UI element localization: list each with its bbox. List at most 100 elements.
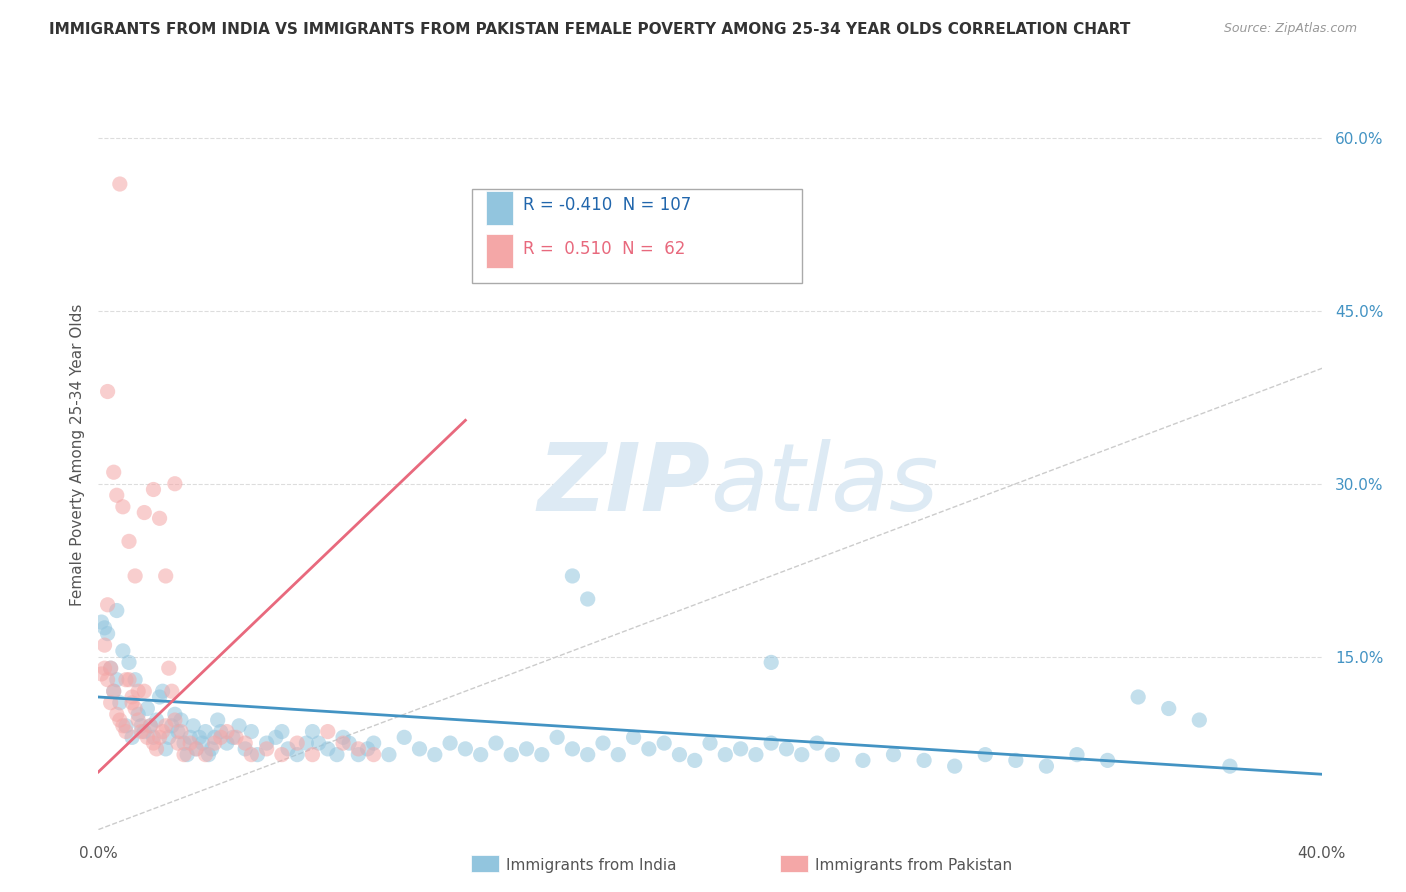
Point xyxy=(974,747,997,762)
Point xyxy=(108,696,131,710)
Point xyxy=(149,690,172,704)
Point xyxy=(546,731,568,745)
Point xyxy=(222,731,245,745)
Point xyxy=(194,724,217,739)
Point xyxy=(209,724,232,739)
Point xyxy=(806,736,828,750)
Point xyxy=(277,742,299,756)
Point xyxy=(90,615,112,629)
Point xyxy=(326,747,349,762)
Point xyxy=(1128,690,1150,704)
Point xyxy=(561,742,583,756)
Point xyxy=(149,731,172,745)
Y-axis label: Female Poverty Among 25-34 Year Olds: Female Poverty Among 25-34 Year Olds xyxy=(69,304,84,606)
Point xyxy=(285,736,308,750)
Point xyxy=(152,684,174,698)
Point xyxy=(204,736,226,750)
Point xyxy=(139,719,162,733)
Point xyxy=(157,661,180,675)
Point xyxy=(127,684,149,698)
Point xyxy=(157,731,180,745)
Point xyxy=(270,747,292,762)
Text: IMMIGRANTS FROM INDIA VS IMMIGRANTS FROM PAKISTAN FEMALE POVERTY AMONG 25-34 YEA: IMMIGRANTS FROM INDIA VS IMMIGRANTS FROM… xyxy=(49,22,1130,37)
Point xyxy=(470,747,492,762)
Point xyxy=(378,747,401,762)
Point xyxy=(111,500,134,514)
Point xyxy=(637,742,661,756)
Point xyxy=(163,707,186,722)
Point xyxy=(181,719,204,733)
Point xyxy=(347,742,370,756)
Point xyxy=(1157,701,1180,715)
Point xyxy=(134,684,156,698)
Point xyxy=(652,736,675,750)
Point xyxy=(111,644,134,658)
Point xyxy=(1035,759,1057,773)
Point xyxy=(301,747,323,762)
Point xyxy=(136,701,159,715)
Point xyxy=(194,747,217,762)
Point xyxy=(356,742,378,756)
Point xyxy=(607,747,630,762)
Text: R =  0.510  N =  62: R = 0.510 N = 62 xyxy=(523,240,685,258)
Point xyxy=(93,621,115,635)
Point xyxy=(759,736,782,750)
Point xyxy=(516,742,538,756)
Point xyxy=(129,724,152,739)
Point xyxy=(121,696,143,710)
Point xyxy=(152,724,174,739)
Point xyxy=(883,747,905,762)
Point xyxy=(592,736,614,750)
Point xyxy=(1219,759,1241,773)
Text: atlas: atlas xyxy=(710,440,938,531)
Point xyxy=(209,731,232,745)
Point xyxy=(207,713,229,727)
Point xyxy=(103,465,125,479)
Point xyxy=(821,747,844,762)
Point xyxy=(363,747,385,762)
Text: R = -0.410  N = 107: R = -0.410 N = 107 xyxy=(523,196,692,214)
Point xyxy=(93,638,115,652)
Point xyxy=(852,753,875,767)
Point xyxy=(155,719,177,733)
Point xyxy=(121,690,143,704)
Point xyxy=(90,667,112,681)
Point xyxy=(256,736,278,750)
Point xyxy=(111,719,134,733)
Point xyxy=(215,724,238,739)
Point xyxy=(179,731,201,745)
Point xyxy=(295,736,318,750)
Point xyxy=(115,724,138,739)
Point xyxy=(97,673,120,687)
Point xyxy=(246,747,269,762)
Bar xyxy=(486,191,513,225)
Point xyxy=(118,656,141,670)
Point xyxy=(285,747,308,762)
Point xyxy=(1066,747,1088,762)
Point xyxy=(115,719,138,733)
Point xyxy=(790,747,813,762)
Point xyxy=(127,713,149,727)
Point xyxy=(225,731,247,745)
Point xyxy=(97,598,120,612)
Point xyxy=(134,724,156,739)
Point xyxy=(392,731,416,745)
Point xyxy=(240,724,263,739)
Point xyxy=(912,753,935,767)
Point xyxy=(142,483,165,497)
Point xyxy=(121,731,143,745)
Point xyxy=(155,742,177,756)
Point xyxy=(204,731,226,745)
Point xyxy=(127,707,149,722)
Point xyxy=(423,747,446,762)
Point xyxy=(200,742,222,756)
Point xyxy=(186,742,208,756)
Point xyxy=(163,713,186,727)
Point xyxy=(228,719,250,733)
Point xyxy=(108,177,131,191)
Point xyxy=(145,713,167,727)
Point xyxy=(668,747,690,762)
Point xyxy=(108,713,131,727)
Point xyxy=(699,736,721,750)
Point xyxy=(163,476,186,491)
